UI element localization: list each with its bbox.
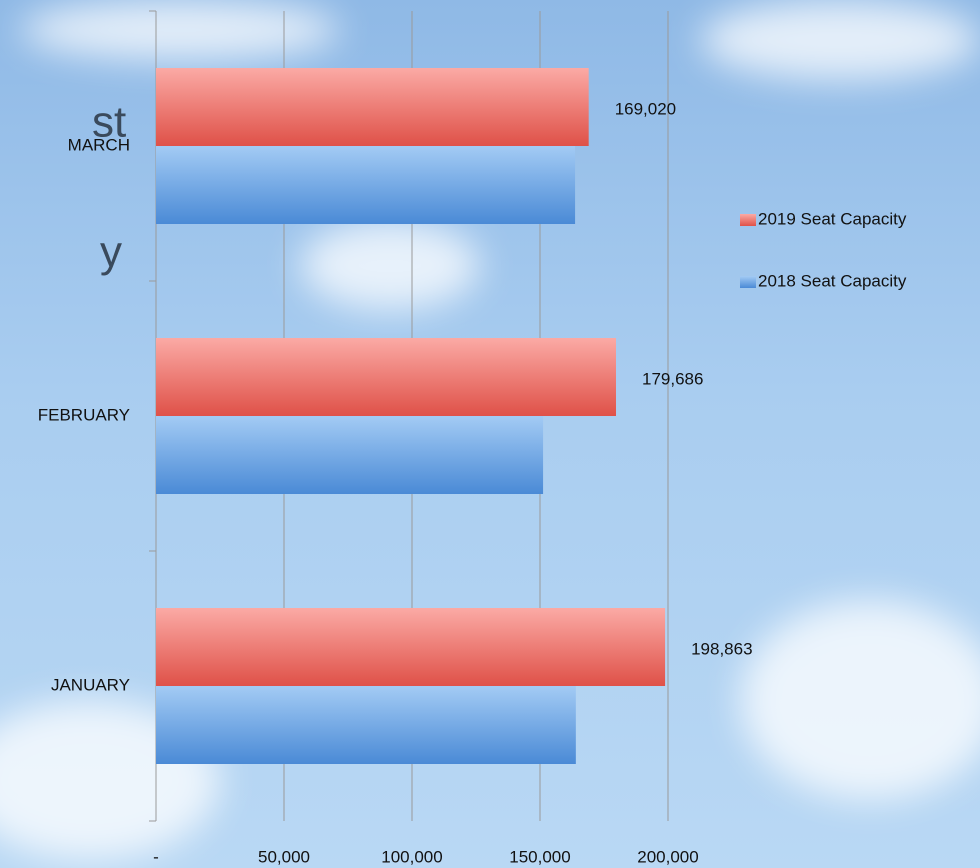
legend-label: 2018 Seat Capacity xyxy=(758,271,907,290)
x-tick-label: 200,000 xyxy=(637,847,698,866)
background-text: y xyxy=(100,228,122,277)
bar xyxy=(156,68,589,146)
y-tick-label: JANUARY xyxy=(51,675,130,694)
x-tick-label: 150,000 xyxy=(509,847,570,866)
data-label: 198,863 xyxy=(691,639,752,658)
y-tick-label: MARCH xyxy=(68,135,130,154)
legend-swatch xyxy=(740,214,756,226)
legend-swatch xyxy=(740,276,756,288)
data-label: 179,686 xyxy=(642,369,703,388)
background-text: st xyxy=(92,98,126,147)
data-label: 169,020 xyxy=(615,99,676,118)
bar xyxy=(156,686,576,764)
bar xyxy=(156,416,544,494)
bar xyxy=(156,338,616,416)
x-tick-label: - xyxy=(153,847,159,866)
x-tick-label: 100,000 xyxy=(381,847,442,866)
bar xyxy=(156,608,666,686)
legend-label: 2019 Seat Capacity xyxy=(758,209,907,228)
x-tick-label: 50,000 xyxy=(258,847,310,866)
y-tick-label: FEBRUARY xyxy=(38,405,130,424)
bar xyxy=(156,146,576,224)
